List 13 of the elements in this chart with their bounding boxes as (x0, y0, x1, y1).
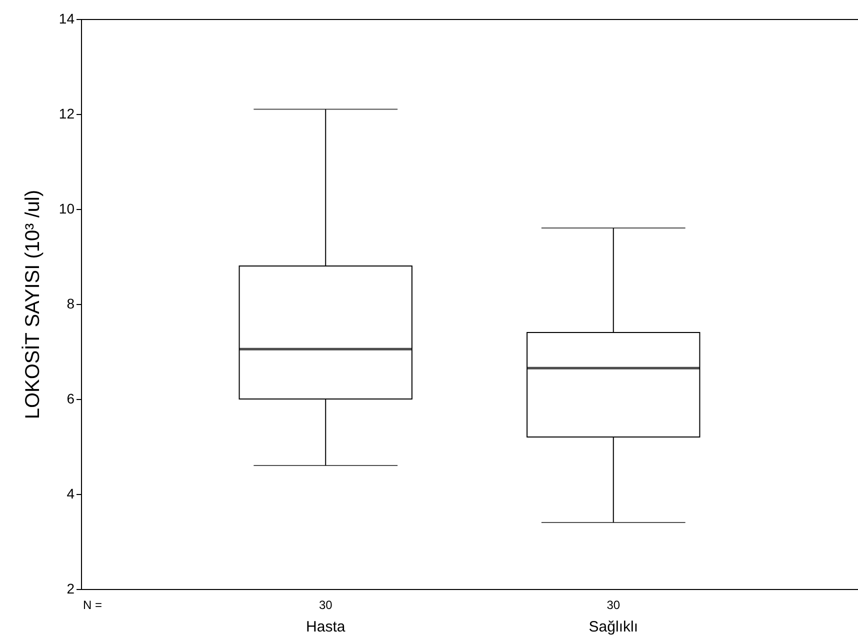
y-tick-label: 2 (66, 580, 75, 596)
y-tick-label: 10 (58, 200, 75, 216)
text: 30 (606, 598, 620, 612)
y-tick-label: 4 (66, 486, 75, 502)
y-axis-title: LOKOSİT SAYISI (10³ /ul) (20, 190, 44, 420)
text: 30 (318, 598, 333, 612)
y-tick-label: 14 (58, 10, 75, 26)
text: N = (83, 598, 102, 612)
y-tick-label: 12 (58, 106, 75, 122)
x-tick-label: Sağlıklı (588, 618, 638, 636)
x-tick-label: Hasta (306, 618, 346, 636)
y-tick-label: 6 (66, 390, 75, 406)
y-tick-label: 8 (66, 296, 75, 312)
